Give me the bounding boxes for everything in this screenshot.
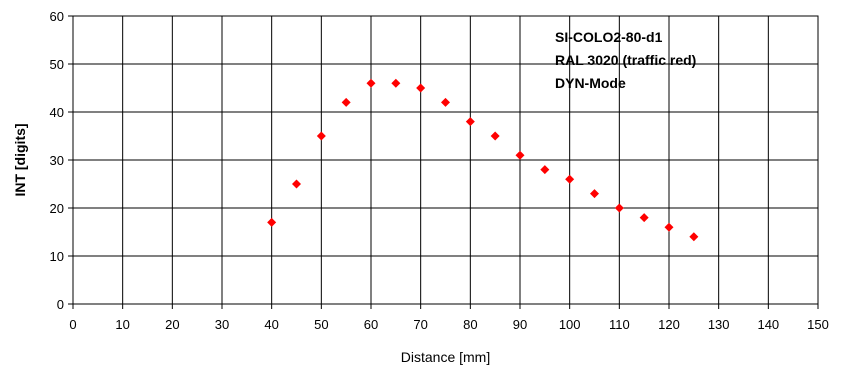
y-tick-label: 60 [50, 9, 64, 24]
y-tick-labels: 0 10 20 30 40 50 60 [50, 9, 64, 312]
data-point [565, 174, 575, 184]
data-point [391, 78, 401, 88]
data-point [341, 97, 351, 107]
annotation-line-2: RAL 3020 (traffic red) [555, 52, 696, 68]
x-tick-label: 90 [513, 317, 527, 332]
x-tick-label: 120 [658, 317, 680, 332]
data-point [267, 217, 277, 227]
data-point [316, 131, 326, 141]
annotation-line-1: SI-COLO2-80-d1 [555, 29, 663, 45]
y-tick-label: 20 [50, 201, 64, 216]
data-point [441, 97, 450, 107]
data-point [292, 179, 301, 189]
data-point [366, 78, 376, 88]
data-points [267, 78, 699, 242]
x-tick-label: 50 [314, 317, 328, 332]
data-point [639, 213, 649, 223]
y-tick-label: 30 [50, 153, 64, 168]
plot-frame [72, 15, 819, 305]
y-tick-label: 0 [57, 297, 64, 312]
x-tick-label: 140 [757, 317, 779, 332]
x-tick-labels: 0 10 20 30 40 50 60 70 80 90 100 110 120 130 140 150 [69, 317, 828, 332]
grid [68, 15, 819, 309]
data-point [614, 203, 624, 213]
y-axis-label: INT [digits] [12, 123, 28, 196]
data-point [590, 189, 599, 199]
data-point [515, 150, 525, 160]
x-tick-label: 0 [69, 317, 76, 332]
y-tick-label: 40 [50, 105, 64, 120]
x-tick-label: 60 [364, 317, 378, 332]
x-tick-label: 130 [708, 317, 730, 332]
data-point [540, 165, 550, 175]
x-tick-label: 110 [609, 317, 630, 332]
y-tick-label: 50 [50, 57, 64, 72]
x-tick-label: 40 [264, 317, 278, 332]
x-tick-label: 150 [807, 317, 829, 332]
y-tick-label: 10 [50, 249, 64, 264]
annotation-line-3: DYN-Mode [555, 75, 626, 91]
x-tick-label: 20 [165, 317, 179, 332]
data-point [465, 117, 475, 127]
x-tick-label: 80 [463, 317, 477, 332]
x-tick-label: 100 [559, 317, 581, 332]
data-point [689, 232, 699, 242]
data-point [664, 222, 674, 232]
x-tick-label: 70 [413, 317, 427, 332]
x-tick-label: 10 [115, 317, 129, 332]
data-point [490, 131, 500, 141]
x-tick-label: 30 [215, 317, 229, 332]
data-point [416, 83, 426, 93]
x-axis-label: Distance [mm] [401, 349, 490, 365]
